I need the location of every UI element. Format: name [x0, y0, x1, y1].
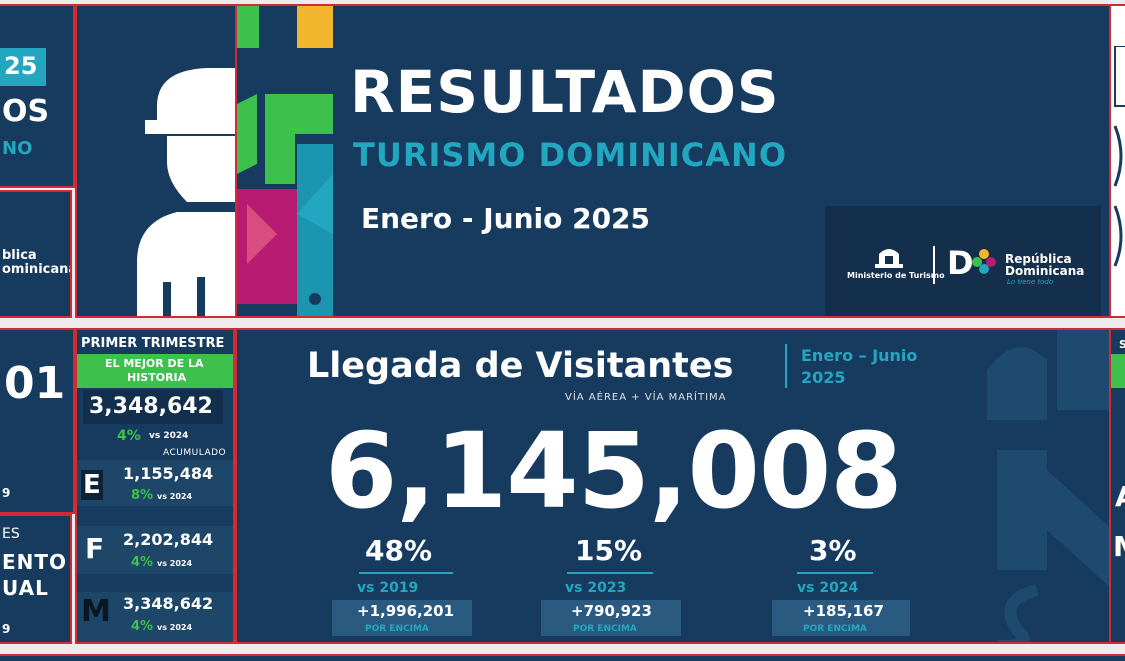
stat-delta-2019: +1,996,201 — [357, 602, 455, 620]
left-label-es: ES — [2, 526, 20, 542]
trimester-panel: PRIMER TRIMESTRE EL MEJOR DE LA HISTORIA… — [75, 328, 235, 644]
stat-note-2019: POR ENCIMA — [365, 624, 429, 634]
stat-vs-2024: vs 2024 — [797, 580, 859, 596]
left-small-num2: 9 — [2, 622, 11, 636]
stat-pct-2019: 48% — [365, 534, 433, 567]
month-vs-f: vs 2024 — [157, 559, 193, 568]
month-letter-m: M — [81, 594, 111, 629]
trimester-banner-line2: HISTORIA — [127, 371, 187, 384]
left-panel-bottom: 01 9 — [0, 328, 75, 514]
right-frag3: M — [1113, 530, 1125, 563]
month-vs-e: vs 2024 — [157, 492, 193, 501]
right-frag1: S — [1119, 338, 1125, 351]
trimester-total-vs: vs 2024 — [149, 431, 189, 441]
brand-line1: República — [1005, 252, 1072, 266]
month-value-m: 3,348,642 — [123, 594, 214, 613]
brand-flower-icon — [972, 249, 996, 274]
month-letter-e: E — [83, 470, 101, 500]
stat-box-2024 — [772, 600, 910, 636]
trimester-header: PRIMER TRIMESTRE — [81, 336, 225, 351]
left-logo-line1: blica — [2, 248, 37, 263]
stat-note-2023: POR ENCIMA — [573, 624, 637, 634]
right-frag2: A — [1115, 480, 1125, 513]
left-logo-line2: ominicana — [2, 262, 72, 277]
year-badge-text: 25 — [4, 52, 38, 80]
month-pct-m: 4% — [131, 619, 154, 634]
month-letter-f: F — [85, 532, 105, 565]
trimester-acum: ACUMULADO — [163, 448, 227, 458]
ministry-logo-icon — [875, 249, 903, 268]
deco-green-strip — [237, 6, 259, 48]
right-edge-top — [1109, 4, 1125, 318]
hero-period: Enero - Junio 2025 — [361, 202, 651, 235]
left-panel-bottom2: ES ENTO UAL 9 — [0, 514, 72, 644]
left-big-fragment: 01 — [4, 358, 66, 409]
stat-note-2024: POR ENCIMA — [803, 624, 867, 634]
month-pct-f: 4% — [131, 555, 154, 570]
right-green-strip — [1111, 354, 1125, 388]
month-value-e: 1,155,484 — [123, 464, 214, 483]
right-edge-bottom: S A M — [1109, 328, 1125, 644]
month-letter-box-e — [81, 470, 103, 500]
left-label-ento: ENTO — [2, 550, 68, 574]
stat-delta-2024: +185,167 — [803, 602, 884, 620]
title-divider — [785, 344, 787, 388]
trimester-total-box — [83, 390, 223, 424]
trimester-total: 3,348,642 — [89, 394, 213, 419]
stat-underline-2024 — [797, 572, 873, 574]
deco-pattern-icon — [237, 94, 333, 316]
stat-vs-2023: vs 2023 — [565, 580, 627, 596]
month-row-m — [77, 592, 233, 642]
arrivals-period-line2: 2025 — [801, 368, 846, 387]
trimester-total-pct: 4% — [117, 428, 141, 444]
left-panel-top: 25 OS NO — [0, 4, 75, 188]
hero-panel: RESULTADOS TURISMO DOMINICANO Enero - Ju… — [235, 4, 1111, 318]
left-logo-panel: blica ominicana — [0, 190, 72, 318]
trimester-banner — [77, 354, 233, 388]
arrivals-total: 6,145,008 — [325, 410, 903, 532]
stat-delta-2023: +790,923 — [571, 602, 652, 620]
next-row-sliver — [0, 654, 1125, 661]
stat-box-2023 — [541, 600, 681, 636]
hero-title: RESULTADOS — [350, 58, 780, 126]
month-row-f — [77, 526, 233, 574]
year-badge — [0, 48, 46, 86]
arrivals-period-line1: Enero – Junio — [801, 346, 918, 365]
deco-yellow-block — [297, 6, 333, 48]
illustration-panel — [75, 4, 237, 318]
ministry-label: Ministerio de Turismo — [847, 271, 945, 280]
stat-box-2019 — [332, 600, 472, 636]
right-edge-pattern-icon — [1113, 46, 1125, 267]
logo-box: Ministerio de Turismo D República Domini… — [825, 206, 1101, 316]
person-silhouette-icon — [137, 68, 235, 316]
left-label-ual: UAL — [2, 576, 49, 600]
trimester-banner-line1: EL MEJOR DE LA — [105, 357, 204, 370]
left-small-num: 9 — [2, 486, 11, 500]
arrivals-title: Llegada de Visitantes — [307, 346, 734, 386]
arrivals-sub: VÍA AÉREA + VÍA MARÍTIMA — [565, 392, 727, 403]
month-pct-e: 8% — [131, 488, 154, 503]
hero-subtitle: TURISMO DOMINICANO — [353, 136, 788, 174]
brand-line2: Dominicana — [1005, 264, 1085, 278]
brand-tagline: Lo tiene todo — [1007, 278, 1054, 286]
stat-underline-2023 — [567, 572, 653, 574]
stat-pct-2024: 3% — [809, 534, 857, 567]
brand-mark: D — [947, 244, 974, 282]
faint-pattern-icon — [987, 330, 1109, 642]
logo-divider — [933, 246, 935, 284]
stat-underline-2019 — [359, 572, 453, 574]
stat-pct-2023: 15% — [575, 534, 643, 567]
left-sub-fragment: NO — [2, 138, 33, 159]
stat-vs-2019: vs 2019 — [357, 580, 419, 596]
left-word-fragment: OS — [2, 94, 50, 129]
month-vs-m: vs 2024 — [157, 623, 193, 632]
arrivals-panel: Llegada de Visitantes Enero – Junio 2025… — [235, 328, 1111, 644]
month-value-f: 2,202,844 — [123, 530, 214, 549]
month-row-e — [77, 460, 233, 506]
